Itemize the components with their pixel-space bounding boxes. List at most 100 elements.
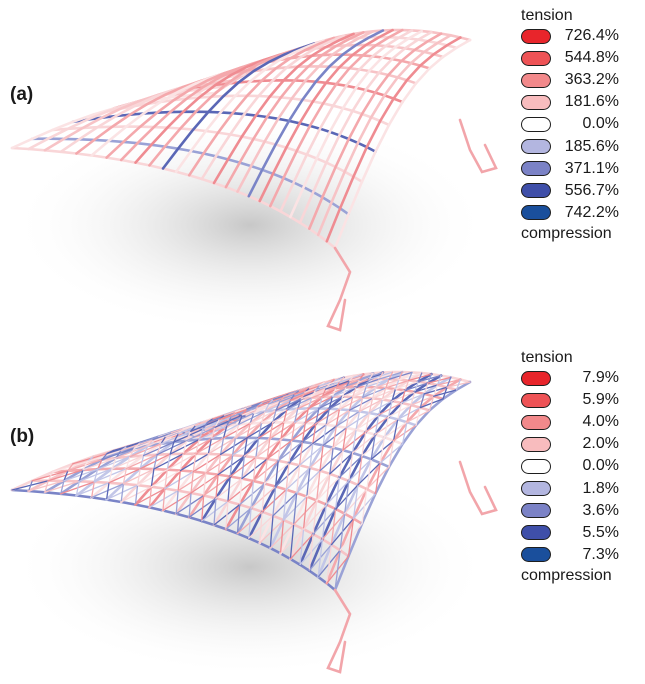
mesh-edge [289,29,423,219]
mesh-diagonal [108,468,113,484]
mesh-diagonal [115,449,122,459]
mesh-edge [269,28,404,208]
mesh-diagonal [67,463,74,472]
mesh-diagonal [272,485,277,517]
mesh-diagonal [286,399,292,411]
legend-swatch [521,525,551,541]
mesh-diagonal [398,371,403,381]
legend-swatch [521,392,551,408]
mesh-diagonal [419,393,425,409]
mesh-diagonal [318,396,323,410]
mesh-diagonal [289,523,295,560]
legend-entry: 5.9% [521,389,643,411]
mesh-diagonal [269,515,274,549]
mesh-diagonal [321,388,327,398]
mesh-diagonal [325,408,330,426]
legend-entry: 726.4% [521,25,643,47]
mesh-diagonal [148,486,153,509]
mesh-diagonal [134,484,139,506]
mesh-diagonal [125,456,131,470]
mesh-edge [258,28,394,203]
mesh-diagonal [285,462,290,491]
mesh-diagonal [192,453,197,473]
mesh-diagonal [322,424,327,447]
mesh-diagonal [383,416,390,439]
mesh-edge [247,29,385,198]
mesh-edge [174,39,326,174]
mesh-diagonal [365,378,371,388]
mesh-diagonal [236,503,241,535]
mesh-diagonal [129,447,136,458]
mesh-diagonal [219,437,225,456]
legend: tension 726.4% 544.8% 363.2% 181.6% 0.0% 185.… [521,6,643,244]
mesh-diagonal [410,391,416,406]
legend-top-label: tension [521,7,573,24]
mesh-diagonal [371,386,377,399]
mesh-diagonal [352,484,359,520]
mesh-diagonal [385,378,390,389]
mesh-diagonal [401,421,408,445]
mesh-diagonal [215,473,219,499]
legend-entry: 0.0% [521,455,643,477]
mesh-diagonal [407,371,413,382]
mesh-diagonal [160,435,167,445]
mesh-diagonal [222,425,228,439]
mesh-diagonal [335,408,341,427]
mesh-diagonal [400,389,406,404]
mesh-diagonal [325,473,331,506]
legend-value: 742.2% [564,203,619,221]
legend-value: 363.2% [564,71,619,89]
mesh-diagonal [246,422,251,439]
mesh-diagonal [370,433,376,460]
mesh-diagonal [198,428,204,441]
mesh-diagonal [44,480,49,493]
mesh-diagonal [190,470,194,494]
legend-entry: 0.0% [521,113,643,135]
mesh-diagonal [195,438,200,455]
mesh-diagonal [166,453,171,471]
legend-swatch [521,72,551,88]
mesh-diagonal [391,388,397,402]
mesh-diagonal [345,409,351,429]
mesh-diagonal [248,507,252,539]
mesh-diagonal [366,458,372,490]
mesh-edge [325,36,462,243]
mesh-diagonal [357,455,363,486]
mesh-diagonal [297,398,302,410]
mesh-diagonal [226,416,232,427]
legend-swatch [521,28,551,44]
mesh-diagonal [63,470,69,482]
legend-value: 556.7% [564,181,619,199]
mesh-diagonal [111,457,117,470]
mesh-diagonal [298,441,304,466]
support-leg [458,118,498,174]
mesh-diagonal [388,371,394,380]
mesh-diagonal [316,470,321,502]
mesh-diagonal [231,437,237,456]
legend-entry: 2.0% [521,433,643,455]
mesh-diagonal [261,482,266,513]
mesh-diagonal [120,483,125,503]
mesh-diagonal [249,412,255,425]
mesh-diagonal [331,387,337,398]
mesh-diagonal [378,371,384,380]
mesh-diagonal [177,469,182,492]
mesh-diagonal [345,380,351,389]
mesh-diagonal [397,402,403,421]
mesh-diagonal [394,379,400,390]
mesh-edge [187,36,336,177]
mesh-diagonal [162,487,166,512]
mesh-diagonal [338,449,344,478]
mesh-diagonal [188,492,192,518]
legend-entry: 181.6% [521,91,643,113]
mesh-diagonal [234,423,240,439]
mesh-edge [161,42,316,170]
mesh-diagonal [388,439,395,468]
mesh-diagonal [433,384,439,397]
mesh-diagonal [288,439,293,464]
mesh-diagonal [255,437,260,459]
mesh-diagonal [348,452,354,482]
mesh-edge [212,32,355,185]
mesh-diagonal [179,453,184,472]
support-leg [326,246,352,332]
